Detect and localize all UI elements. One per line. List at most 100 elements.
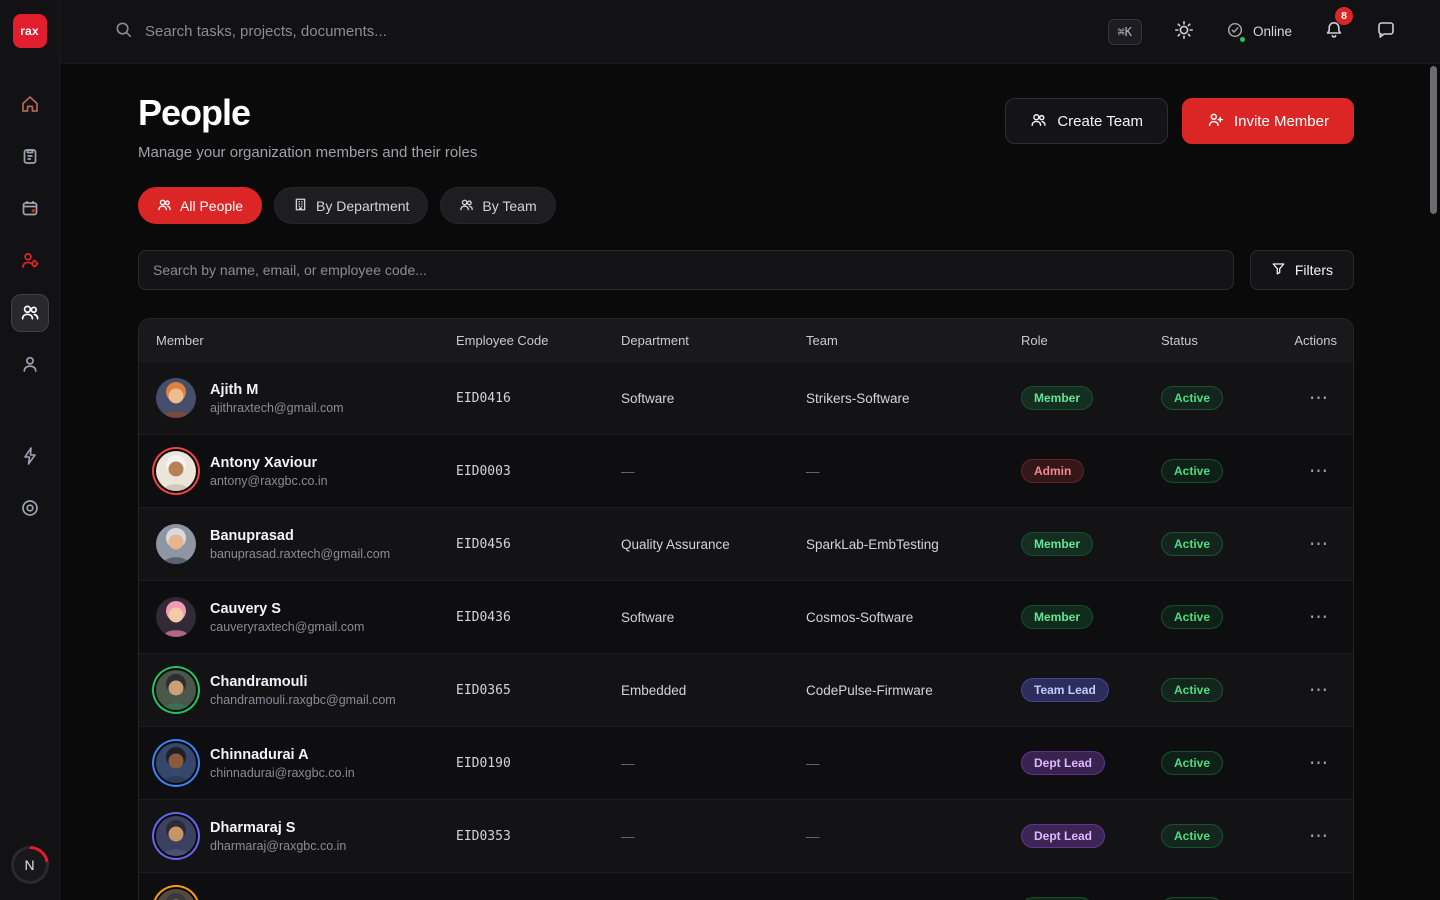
main-content: People Manage your organization members … bbox=[60, 64, 1440, 900]
sidebar-item-calendar[interactable] bbox=[11, 190, 49, 228]
connection-status[interactable]: Online bbox=[1226, 21, 1292, 42]
member-email: chandramouli.raxgbc@gmail.com bbox=[210, 693, 396, 707]
notifications-button[interactable]: 8 bbox=[1324, 20, 1344, 43]
page-title: People bbox=[138, 92, 477, 134]
table-row: Dinesh Kumar EID0379 Embedded FirmEdge-F… bbox=[139, 872, 1353, 900]
invite-member-button[interactable]: Invite Member bbox=[1182, 98, 1354, 144]
status-badge: Active bbox=[1161, 532, 1223, 556]
zap-icon bbox=[20, 446, 40, 469]
people-table: Member Employee Code Department Team Rol… bbox=[138, 318, 1354, 900]
user-plus-icon bbox=[1207, 111, 1224, 132]
member-cell: Banuprasad banuprasad.raxtech@gmail.com bbox=[156, 524, 456, 564]
status-label: Online bbox=[1253, 24, 1292, 39]
invite-member-label: Invite Member bbox=[1234, 113, 1329, 130]
sidebar-item-people[interactable] bbox=[11, 294, 49, 332]
row-actions-button[interactable]: ⋯ bbox=[1301, 677, 1337, 704]
search-icon bbox=[114, 20, 133, 44]
row-actions-button[interactable]: ⋯ bbox=[1301, 750, 1337, 777]
member-cell: Chandramouli chandramouli.raxgbc@gmail.c… bbox=[156, 670, 456, 710]
table-header: Member Employee Code Department Team Rol… bbox=[139, 319, 1353, 361]
sidebar-item-roles[interactable] bbox=[11, 242, 49, 280]
row-actions-button[interactable]: ⋯ bbox=[1301, 604, 1337, 631]
avatar bbox=[156, 451, 196, 491]
team-cell: — bbox=[806, 829, 1021, 844]
table-row: Banuprasad banuprasad.raxtech@gmail.com … bbox=[139, 507, 1353, 580]
member-name: Cauvery S bbox=[210, 601, 364, 617]
member-email: dharmaraj@raxgbc.co.in bbox=[210, 839, 346, 853]
filter-row: Filters bbox=[138, 250, 1354, 290]
department-cell: Quality Assurance bbox=[621, 537, 806, 552]
sidebar-item-home[interactable] bbox=[11, 86, 49, 124]
department-cell: Embedded bbox=[621, 683, 806, 698]
user-avatar-initial: N bbox=[14, 849, 46, 881]
table-body: Ajith M ajithraxtech@gmail.com EID0416 S… bbox=[139, 361, 1353, 900]
status-badge: Active bbox=[1161, 824, 1223, 848]
avatar-illustration bbox=[156, 889, 196, 900]
table-row: Antony Xaviour antony@raxgbc.co.in EID00… bbox=[139, 434, 1353, 507]
avatar bbox=[156, 378, 196, 418]
sun-icon bbox=[1174, 20, 1194, 43]
topbar: ⌘K Online 8 bbox=[60, 0, 1440, 64]
scrollbar-thumb[interactable] bbox=[1430, 66, 1437, 214]
member-name: Ajith M bbox=[210, 382, 344, 398]
avatar bbox=[156, 816, 196, 856]
status-badge: Active bbox=[1161, 605, 1223, 629]
sidebar-nav bbox=[11, 86, 49, 528]
department-cell: — bbox=[621, 464, 806, 479]
column-header-team: Team bbox=[806, 333, 1021, 348]
filters-button[interactable]: Filters bbox=[1250, 250, 1354, 290]
app-logo-text: rax bbox=[20, 24, 39, 38]
people-search-input[interactable] bbox=[153, 262, 1219, 278]
sidebar-item-goals[interactable] bbox=[11, 490, 49, 528]
sidebar-item-activity[interactable] bbox=[11, 438, 49, 476]
tab-by-team[interactable]: By Team bbox=[440, 187, 555, 224]
people-search bbox=[138, 250, 1234, 290]
status-badge: Active bbox=[1161, 386, 1223, 410]
member-email: chinnadurai@raxgbc.co.in bbox=[210, 766, 355, 780]
role-badge: Member bbox=[1021, 532, 1093, 556]
sidebar-item-tasks[interactable] bbox=[11, 138, 49, 176]
avatar-illustration bbox=[156, 378, 196, 418]
tab-by-department[interactable]: By Department bbox=[274, 187, 428, 224]
header-actions: Create Team Invite Member bbox=[1005, 98, 1354, 144]
team-cell: — bbox=[806, 464, 1021, 479]
department-cell: Software bbox=[621, 610, 806, 625]
row-actions-button[interactable]: ⋯ bbox=[1301, 896, 1337, 900]
avatar bbox=[156, 597, 196, 637]
member-cell: Chinnadurai A chinnadurai@raxgbc.co.in bbox=[156, 743, 456, 783]
row-actions-button[interactable]: ⋯ bbox=[1301, 385, 1337, 412]
employee-code: EID0365 bbox=[456, 683, 621, 698]
column-header-actions: Actions bbox=[1294, 333, 1337, 348]
create-team-label: Create Team bbox=[1057, 113, 1143, 130]
target-icon bbox=[20, 498, 40, 521]
create-team-button[interactable]: Create Team bbox=[1005, 98, 1168, 144]
tab-label: All People bbox=[180, 198, 243, 214]
calendar-icon bbox=[20, 198, 40, 221]
sidebar-item-profile[interactable] bbox=[11, 346, 49, 384]
avatar-illustration bbox=[156, 670, 196, 710]
online-dot bbox=[1239, 36, 1246, 43]
global-search-input[interactable] bbox=[145, 23, 665, 40]
tab-label: By Department bbox=[316, 198, 409, 214]
avatar bbox=[156, 670, 196, 710]
user-avatar[interactable]: N bbox=[11, 846, 49, 884]
member-name: Chinnadurai A bbox=[210, 747, 355, 763]
row-actions-button[interactable]: ⋯ bbox=[1301, 531, 1337, 558]
member-email: antony@raxgbc.co.in bbox=[210, 474, 328, 488]
tab-all-people[interactable]: All People bbox=[138, 187, 262, 224]
table-row: Ajith M ajithraxtech@gmail.com EID0416 S… bbox=[139, 361, 1353, 434]
theme-toggle-button[interactable] bbox=[1174, 20, 1194, 43]
employee-code: EID0003 bbox=[456, 464, 621, 479]
row-actions-button[interactable]: ⋯ bbox=[1301, 458, 1337, 485]
avatar-illustration bbox=[156, 743, 196, 783]
employee-code: EID0456 bbox=[456, 537, 621, 552]
users-icon bbox=[1030, 111, 1047, 132]
column-header-department: Department bbox=[621, 333, 806, 348]
team-cell: — bbox=[806, 756, 1021, 771]
role-badge: Dept Lead bbox=[1021, 824, 1105, 848]
chat-icon bbox=[1376, 20, 1396, 43]
app-logo[interactable]: rax bbox=[13, 14, 47, 48]
member-cell: Dharmaraj S dharmaraj@raxgbc.co.in bbox=[156, 816, 456, 856]
messages-button[interactable] bbox=[1376, 20, 1396, 43]
row-actions-button[interactable]: ⋯ bbox=[1301, 823, 1337, 850]
